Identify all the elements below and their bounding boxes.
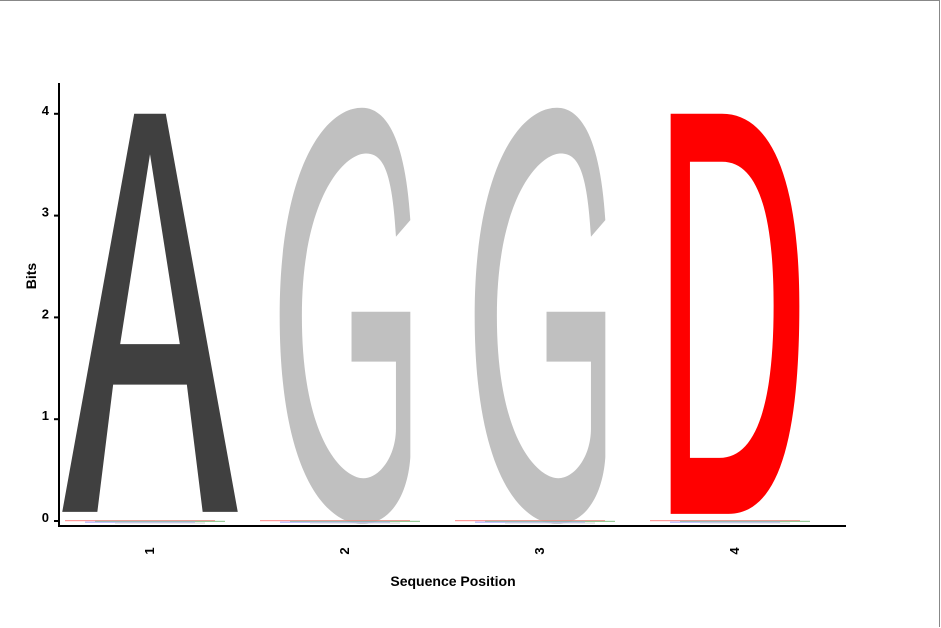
logo-letter-g-position-2: [279, 107, 411, 525]
logo-letter-g-position-3: [474, 107, 606, 525]
minor-letter-mark: [65, 520, 215, 522]
y-tick-label: 2: [42, 306, 49, 321]
y-axis-title: Bits: [23, 263, 39, 290]
x-tick-label: 4: [727, 547, 742, 555]
minor-letter-mark: [290, 520, 420, 522]
minor-letter-mark: [700, 522, 790, 524]
y-tick-label: 0: [42, 510, 49, 525]
minor-letter-mark: [260, 520, 410, 522]
minor-letter-mark: [680, 520, 810, 522]
x-ticks: 1 2 3 4: [142, 547, 742, 555]
minor-letter-mark: [115, 522, 205, 524]
x-tick-label: 1: [142, 547, 157, 554]
y-tick-label: 3: [42, 205, 49, 220]
minor-letter-mark: [85, 521, 195, 523]
x-tick-label: 2: [337, 547, 352, 554]
x-axis-title: Sequence Position: [390, 573, 515, 589]
logo-letter-d-position-4: [670, 113, 800, 514]
minor-letter-mark: [95, 520, 225, 522]
y-tick-label: 1: [42, 408, 49, 423]
y-ticks: 0 1 2 3 4: [42, 103, 59, 525]
minor-letter-mark: [650, 520, 800, 522]
minor-letter-mark: [310, 522, 400, 524]
minor-letter-mark: [485, 520, 615, 522]
x-tick-label: 3: [532, 547, 547, 554]
minor-letter-mark: [280, 521, 390, 523]
minor-letter-mark: [455, 520, 605, 522]
letters-layer: [62, 107, 800, 525]
minor-letter-mark: [670, 521, 780, 523]
minor-letter-mark: [475, 521, 585, 523]
minor-letter-mark: [505, 522, 595, 524]
logo-letter-a-position-1: [62, 113, 238, 512]
y-tick-label: 4: [42, 103, 50, 118]
minor-letters-layer: [65, 520, 810, 524]
